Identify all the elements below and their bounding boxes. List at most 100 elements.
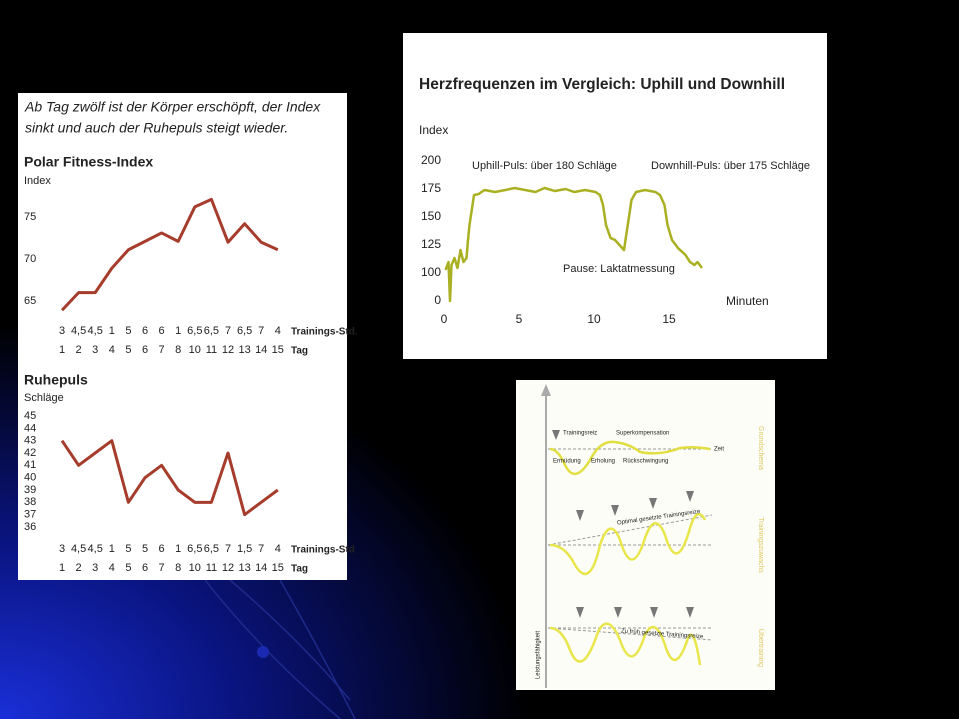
trend [547, 627, 713, 641]
wave-optimal [549, 512, 707, 576]
x-secondary-label: 4 [275, 543, 281, 555]
diagram-label: Rückschwingung [623, 459, 668, 465]
chart-title: Herzfrequenzen im Vergleich: Uphill und … [419, 76, 785, 93]
y-axis-label: Index [24, 175, 51, 187]
annotation: Uphill-Puls: über 180 Schläge [472, 160, 617, 172]
side-label: Grundschema [757, 426, 764, 470]
x-tick-label: 8 [175, 562, 181, 574]
data-line [60, 439, 279, 517]
side-label: Trainingszuwachs [757, 517, 764, 573]
x-tick-label: 13 [238, 562, 250, 574]
diagram-label: Ermüdung [553, 459, 581, 465]
x-secondary-label: 4,5 [88, 325, 103, 337]
side-label: Übertraining [757, 629, 765, 667]
x-tick-label: 12 [222, 562, 234, 574]
x-tick-label: 14 [255, 562, 267, 574]
x-secondary-label: 1 [175, 543, 181, 555]
y-axis-label: Schläge [24, 392, 64, 404]
x-secondary-label: 6,5 [187, 543, 202, 555]
x-tick-label: 4 [109, 562, 115, 574]
y-tick-label: 39 [24, 484, 36, 496]
annotation: Downhill-Puls: über 175 Schläge [651, 160, 810, 172]
x-tick-label: 15 [272, 344, 284, 356]
chart-title: Polar Fitness-Index [24, 154, 153, 170]
y-tick-label: 43 [24, 435, 36, 447]
data-line [444, 186, 703, 303]
x-secondary-label: 5 [142, 543, 148, 555]
x-tick-label: 3 [92, 344, 98, 356]
y-tick-label: 41 [24, 459, 36, 471]
y-tick-label: 44 [24, 422, 36, 434]
chart-title: Ruhepuls [24, 372, 88, 388]
x-secondary-label: 1 [175, 325, 181, 337]
x-secondary-axis-label: Trainings-Std [291, 545, 355, 556]
y-tick-label: 45 [24, 410, 36, 422]
x-axis-label: Minuten [726, 294, 769, 308]
data-line [60, 197, 279, 312]
wave-overtraining [549, 622, 702, 666]
diagram-label: Zu früh gesetzte Trainingsreize [621, 629, 704, 641]
y-tick-label: 42 [24, 447, 36, 459]
x-axis-label: Tag [291, 564, 308, 575]
y-tick-label: 38 [24, 496, 36, 508]
x-tick-label: 2 [76, 344, 82, 356]
y-tick-label: 150 [421, 209, 441, 223]
x-tick-label: 2 [76, 562, 82, 574]
y-tick-label: 65 [24, 295, 36, 307]
x-tick-label: 0 [441, 312, 448, 326]
x-secondary-label: 7 [258, 325, 264, 337]
x-tick-label: 5 [125, 344, 131, 356]
y-axis-label: Index [419, 123, 448, 137]
diagram-label: Superkompensation [616, 431, 669, 437]
x-tick-label: 10 [189, 344, 201, 356]
x-secondary-label: 5 [125, 325, 131, 337]
x-tick-label: 5 [516, 312, 523, 326]
x-secondary-axis-label: Trainings-Std. [291, 327, 358, 338]
x-tick-label: 1 [59, 344, 65, 356]
annotation: sinkt und auch der Ruhepuls steigt wiede… [25, 120, 288, 136]
x-tick-label: 8 [175, 344, 181, 356]
y-tick-label: 36 [24, 521, 36, 533]
x-tick-label: 6 [142, 562, 148, 574]
trend [547, 514, 713, 546]
y-tick-label: 175 [421, 181, 441, 195]
y-tick-label: 100 [421, 265, 441, 279]
diagram-arrowhead [541, 384, 551, 396]
x-tick-label: 13 [238, 344, 250, 356]
x-tick-label: 14 [255, 344, 267, 356]
x-secondary-label: 3 [59, 325, 65, 337]
x-tick-label: 10 [189, 562, 201, 574]
x-secondary-label: 1 [109, 543, 115, 555]
y-tick-label: 200 [421, 153, 441, 167]
x-tick-label: 6 [142, 344, 148, 356]
diagram-label: Leistungsfähigkeit [536, 631, 542, 679]
x-secondary-label: 6,5 [187, 325, 202, 337]
x-tick-label: 11 [206, 344, 217, 356]
y-tick-label: 70 [24, 253, 36, 265]
y-tick-label: 37 [24, 509, 36, 521]
x-tick-label: 15 [272, 562, 284, 574]
x-secondary-label: 5 [125, 543, 131, 555]
x-secondary-label: 7 [225, 543, 231, 555]
x-secondary-label: 7 [258, 543, 264, 555]
x-secondary-label: 6,5 [204, 325, 219, 337]
x-secondary-label: 6,5 [237, 325, 252, 337]
y-tick-label: 125 [421, 237, 441, 251]
y-tick-label: 75 [24, 211, 36, 223]
x-secondary-label: 7 [225, 325, 231, 337]
x-secondary-label: 4,5 [71, 543, 86, 555]
x-tick-label: 12 [222, 344, 234, 356]
y-tick-label: 0 [434, 293, 441, 307]
x-secondary-label: 1 [109, 325, 115, 337]
x-secondary-label: 6 [159, 325, 165, 337]
x-tick-label: 3 [92, 562, 98, 574]
panel-left [18, 93, 347, 580]
x-secondary-label: 4 [275, 325, 281, 337]
diagram-label: Zeit [714, 447, 724, 453]
x-tick-label: 7 [159, 344, 165, 356]
x-secondary-label: 6,5 [204, 543, 219, 555]
stimulus-arrows [552, 430, 694, 618]
x-tick-label: 10 [587, 312, 601, 326]
x-secondary-label: 4,5 [88, 543, 103, 555]
